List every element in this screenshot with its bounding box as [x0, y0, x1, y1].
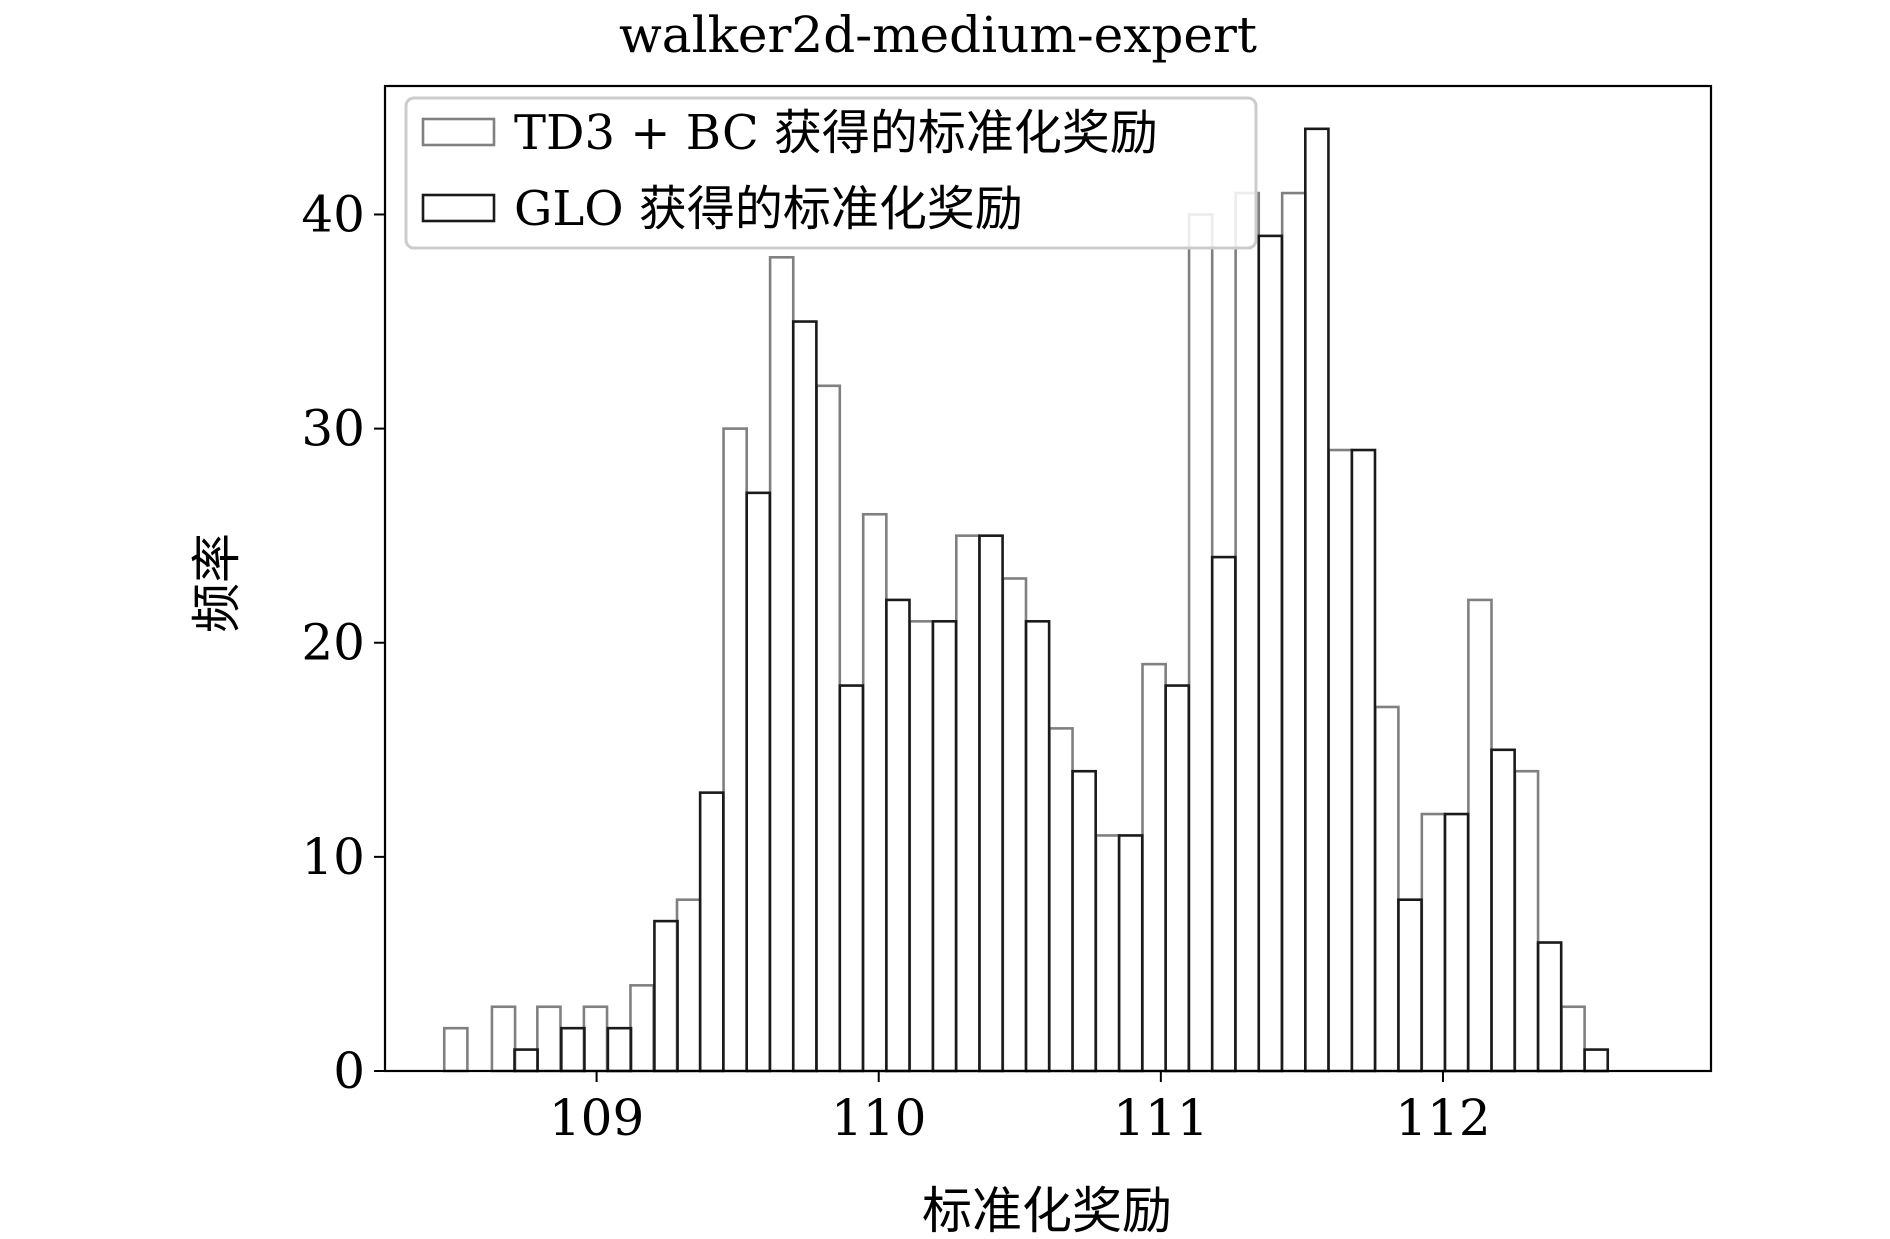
- histogram-bars: [442, 127, 1610, 1073]
- histogram-bar-series-1: [675, 898, 702, 1073]
- y-tick-label: 20: [301, 614, 365, 672]
- histogram-bar-series-1: [1467, 598, 1493, 1073]
- histogram-bar-series-1: [1420, 812, 1447, 1073]
- axes-frame: [383, 84, 1713, 1073]
- histogram-bar-series-1: [536, 1005, 562, 1073]
- histogram-bar-series-1: [629, 984, 655, 1073]
- histogram-bar-series-2: [1164, 684, 1191, 1073]
- histogram-bar-series-2: [1536, 941, 1563, 1073]
- histogram-bar-series-1: [815, 384, 842, 1073]
- y-axis-ticks: 0 10 20 30 40: [301, 185, 385, 1100]
- histogram-bar-series-2: [745, 491, 772, 1073]
- histogram-bar-series-2: [1257, 234, 1284, 1073]
- y-tick-label: 10: [301, 828, 365, 886]
- legend-entry-label: GLO 获得的标准化奖励: [514, 181, 1023, 237]
- histogram-bar-series-1: [1001, 577, 1028, 1073]
- histogram-bar-series-1: [1327, 448, 1354, 1073]
- y-tick-label: 30: [301, 400, 365, 458]
- legend: TD3 + BC 获得的标准化奖励 GLO 获得的标准化奖励: [404, 96, 1258, 250]
- histogram-bar-series-2: [1304, 127, 1330, 1073]
- histogram-bar-series-2: [1024, 620, 1051, 1073]
- x-axis-label: 标准化奖励: [922, 1182, 1172, 1239]
- x-tick-label: 109: [549, 1089, 644, 1147]
- histogram-bar-series-1: [1187, 213, 1214, 1073]
- histogram-bar-series-2: [606, 1026, 633, 1073]
- histogram-bar-series-1: [768, 256, 795, 1073]
- x-tick-label: 112: [1395, 1089, 1490, 1147]
- histogram-bar-series-2: [885, 598, 911, 1073]
- histogram-bar-series-2: [1397, 898, 1423, 1073]
- histogram-bar-series-1: [1048, 727, 1074, 1073]
- histogram-bar-series-2: [791, 320, 818, 1073]
- legend-box: [404, 96, 1258, 250]
- histogram-bar-series-1: [442, 1026, 469, 1073]
- histogram-bar-series-1: [1141, 662, 1167, 1073]
- histogram-bar-series-2: [653, 919, 679, 1073]
- y-axis-label: 频率: [188, 533, 246, 633]
- legend-swatch: [421, 117, 496, 147]
- y-tick-label: 0: [333, 1042, 365, 1100]
- histogram-bar-series-2: [1443, 812, 1470, 1073]
- histogram-bar-series-2: [978, 534, 1004, 1073]
- histogram-bar-series-1: [722, 427, 748, 1073]
- y-tick-label: 40: [301, 185, 365, 243]
- histogram-bar-series-1: [1373, 705, 1400, 1073]
- histogram-bar-series-2: [1350, 448, 1377, 1073]
- histogram-bar-series-1: [1513, 769, 1540, 1073]
- chart-title: walker2d-medium-expert: [619, 6, 1257, 64]
- histogram-bar-series-2: [1583, 1048, 1610, 1073]
- histogram-bar-series-1: [1094, 834, 1121, 1073]
- histogram-bar-series-2: [931, 620, 958, 1073]
- x-axis-ticks: 109 110 111 112: [549, 1071, 1491, 1147]
- histogram-bar-series-2: [560, 1026, 586, 1073]
- histogram-bar-series-2: [1071, 769, 1097, 1073]
- histogram-bar-series-2: [698, 791, 725, 1073]
- histogram-bar-series-1: [1560, 1005, 1586, 1073]
- histogram-bar-series-1: [490, 1005, 517, 1073]
- x-tick-label: 111: [1113, 1089, 1208, 1147]
- x-tick-label: 110: [831, 1089, 926, 1147]
- histogram-bar-series-2: [1210, 555, 1237, 1073]
- histogram-bar-series-1: [861, 512, 888, 1073]
- histogram-bar-series-2: [513, 1048, 539, 1073]
- histogram-bar-series-1: [582, 1005, 609, 1073]
- legend-entry-label: TD3 + BC 获得的标准化奖励: [514, 105, 1158, 161]
- histogram-bar-series-2: [1490, 748, 1516, 1073]
- histogram-bar-series-1: [908, 620, 935, 1073]
- legend-swatch: [421, 193, 496, 223]
- histogram-bar-series-2: [838, 684, 865, 1073]
- histogram-bar-series-1: [955, 534, 981, 1073]
- histogram-bar-series-1: [1234, 191, 1261, 1073]
- histogram-bar-series-1: [1280, 191, 1307, 1073]
- histogram-bar-series-2: [1117, 834, 1144, 1073]
